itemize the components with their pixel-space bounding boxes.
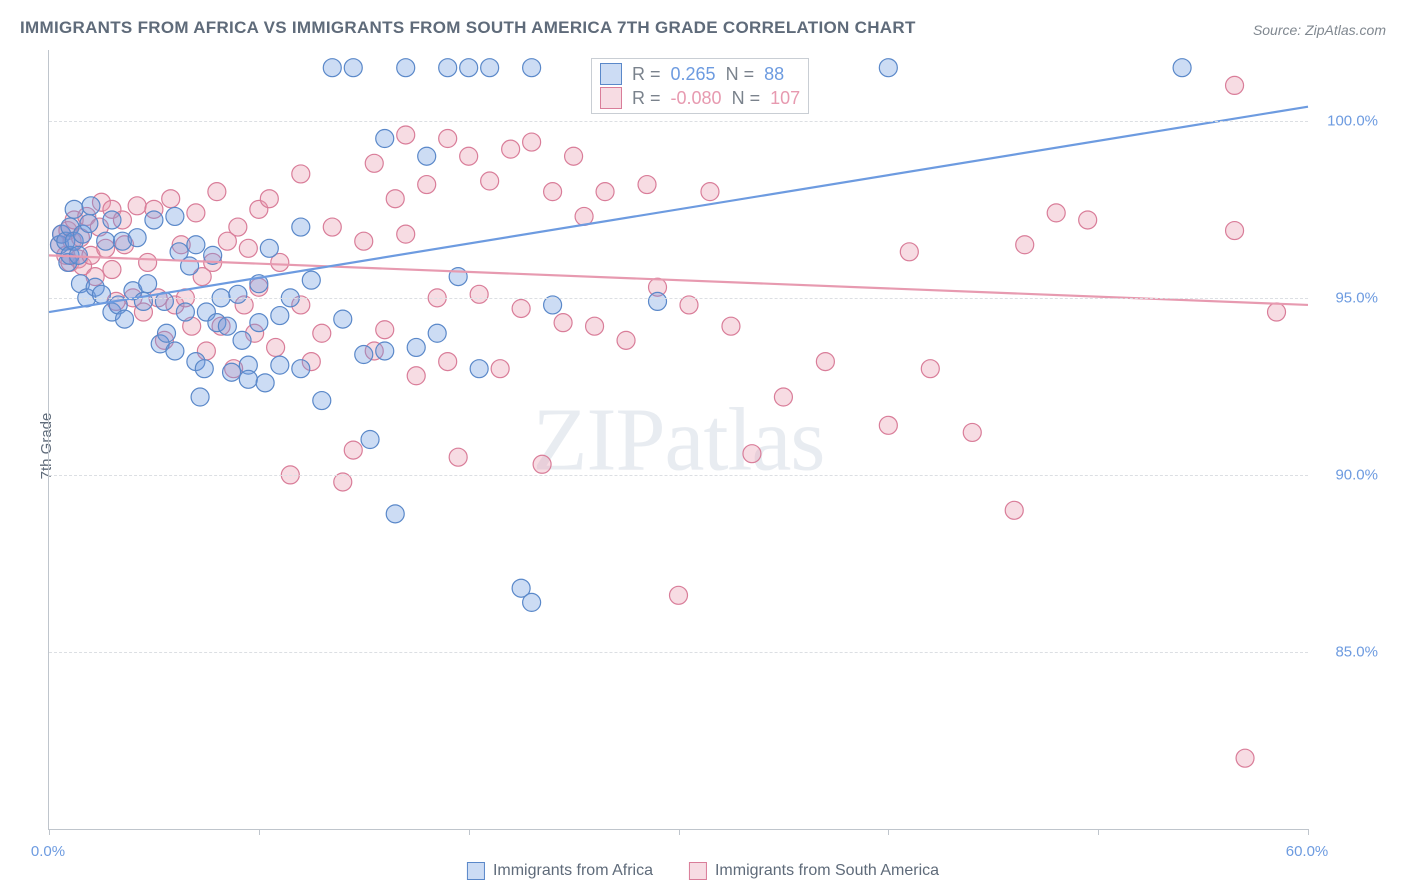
y-tick-label: 95.0% — [1335, 289, 1378, 306]
r-label-1: R = — [632, 64, 661, 85]
r-label-2: R = — [632, 88, 661, 109]
x-tick — [888, 829, 889, 835]
n-value-2: 107 — [770, 88, 800, 109]
r-value-2: -0.080 — [671, 88, 722, 109]
swatch-series1-icon — [600, 63, 622, 85]
legend-swatch-series1-icon — [467, 862, 485, 880]
gridline — [49, 652, 1308, 653]
legend-label-series2: Immigrants from South America — [715, 862, 939, 880]
x-tick-label: 60.0% — [1286, 843, 1329, 860]
chart-title: IMMIGRANTS FROM AFRICA VS IMMIGRANTS FRO… — [20, 18, 916, 38]
n-value-1: 88 — [764, 64, 784, 85]
source-attribution: Source: ZipAtlas.com — [1253, 22, 1386, 38]
correlation-row-series1: R = 0.265 N = 88 — [600, 63, 800, 85]
x-tick — [1098, 829, 1099, 835]
gridline — [49, 475, 1308, 476]
source-name: ZipAtlas.com — [1305, 22, 1386, 38]
x-tick — [679, 829, 680, 835]
legend-swatch-series2-icon — [689, 862, 707, 880]
gridline — [49, 121, 1308, 122]
correlation-legend-box: R = 0.265 N = 88 R = -0.080 N = 107 — [591, 58, 809, 114]
y-tick-label: 100.0% — [1327, 112, 1378, 129]
swatch-series2-icon — [600, 87, 622, 109]
legend-item-series2: Immigrants from South America — [689, 862, 939, 880]
gridline — [49, 298, 1308, 299]
bottom-legend: Immigrants from Africa Immigrants from S… — [467, 862, 939, 880]
source-prefix: Source: — [1253, 22, 1305, 38]
legend-label-series1: Immigrants from Africa — [493, 862, 653, 880]
x-tick — [49, 829, 50, 835]
chart-plot-area: ZIPatlas R = 0.265 N = 88 R = -0.080 N =… — [48, 50, 1308, 830]
correlation-row-series2: R = -0.080 N = 107 — [600, 87, 800, 109]
x-tick — [469, 829, 470, 835]
x-tick-label: 0.0% — [31, 843, 65, 860]
y-tick-label: 90.0% — [1335, 466, 1378, 483]
n-label-2: N = — [732, 88, 761, 109]
x-tick — [1308, 829, 1309, 835]
legend-item-series1: Immigrants from Africa — [467, 862, 653, 880]
n-label-1: N = — [726, 64, 755, 85]
x-tick — [259, 829, 260, 835]
r-value-1: 0.265 — [671, 64, 716, 85]
trend-lines-layer — [49, 50, 1308, 829]
y-tick-label: 85.0% — [1335, 643, 1378, 660]
